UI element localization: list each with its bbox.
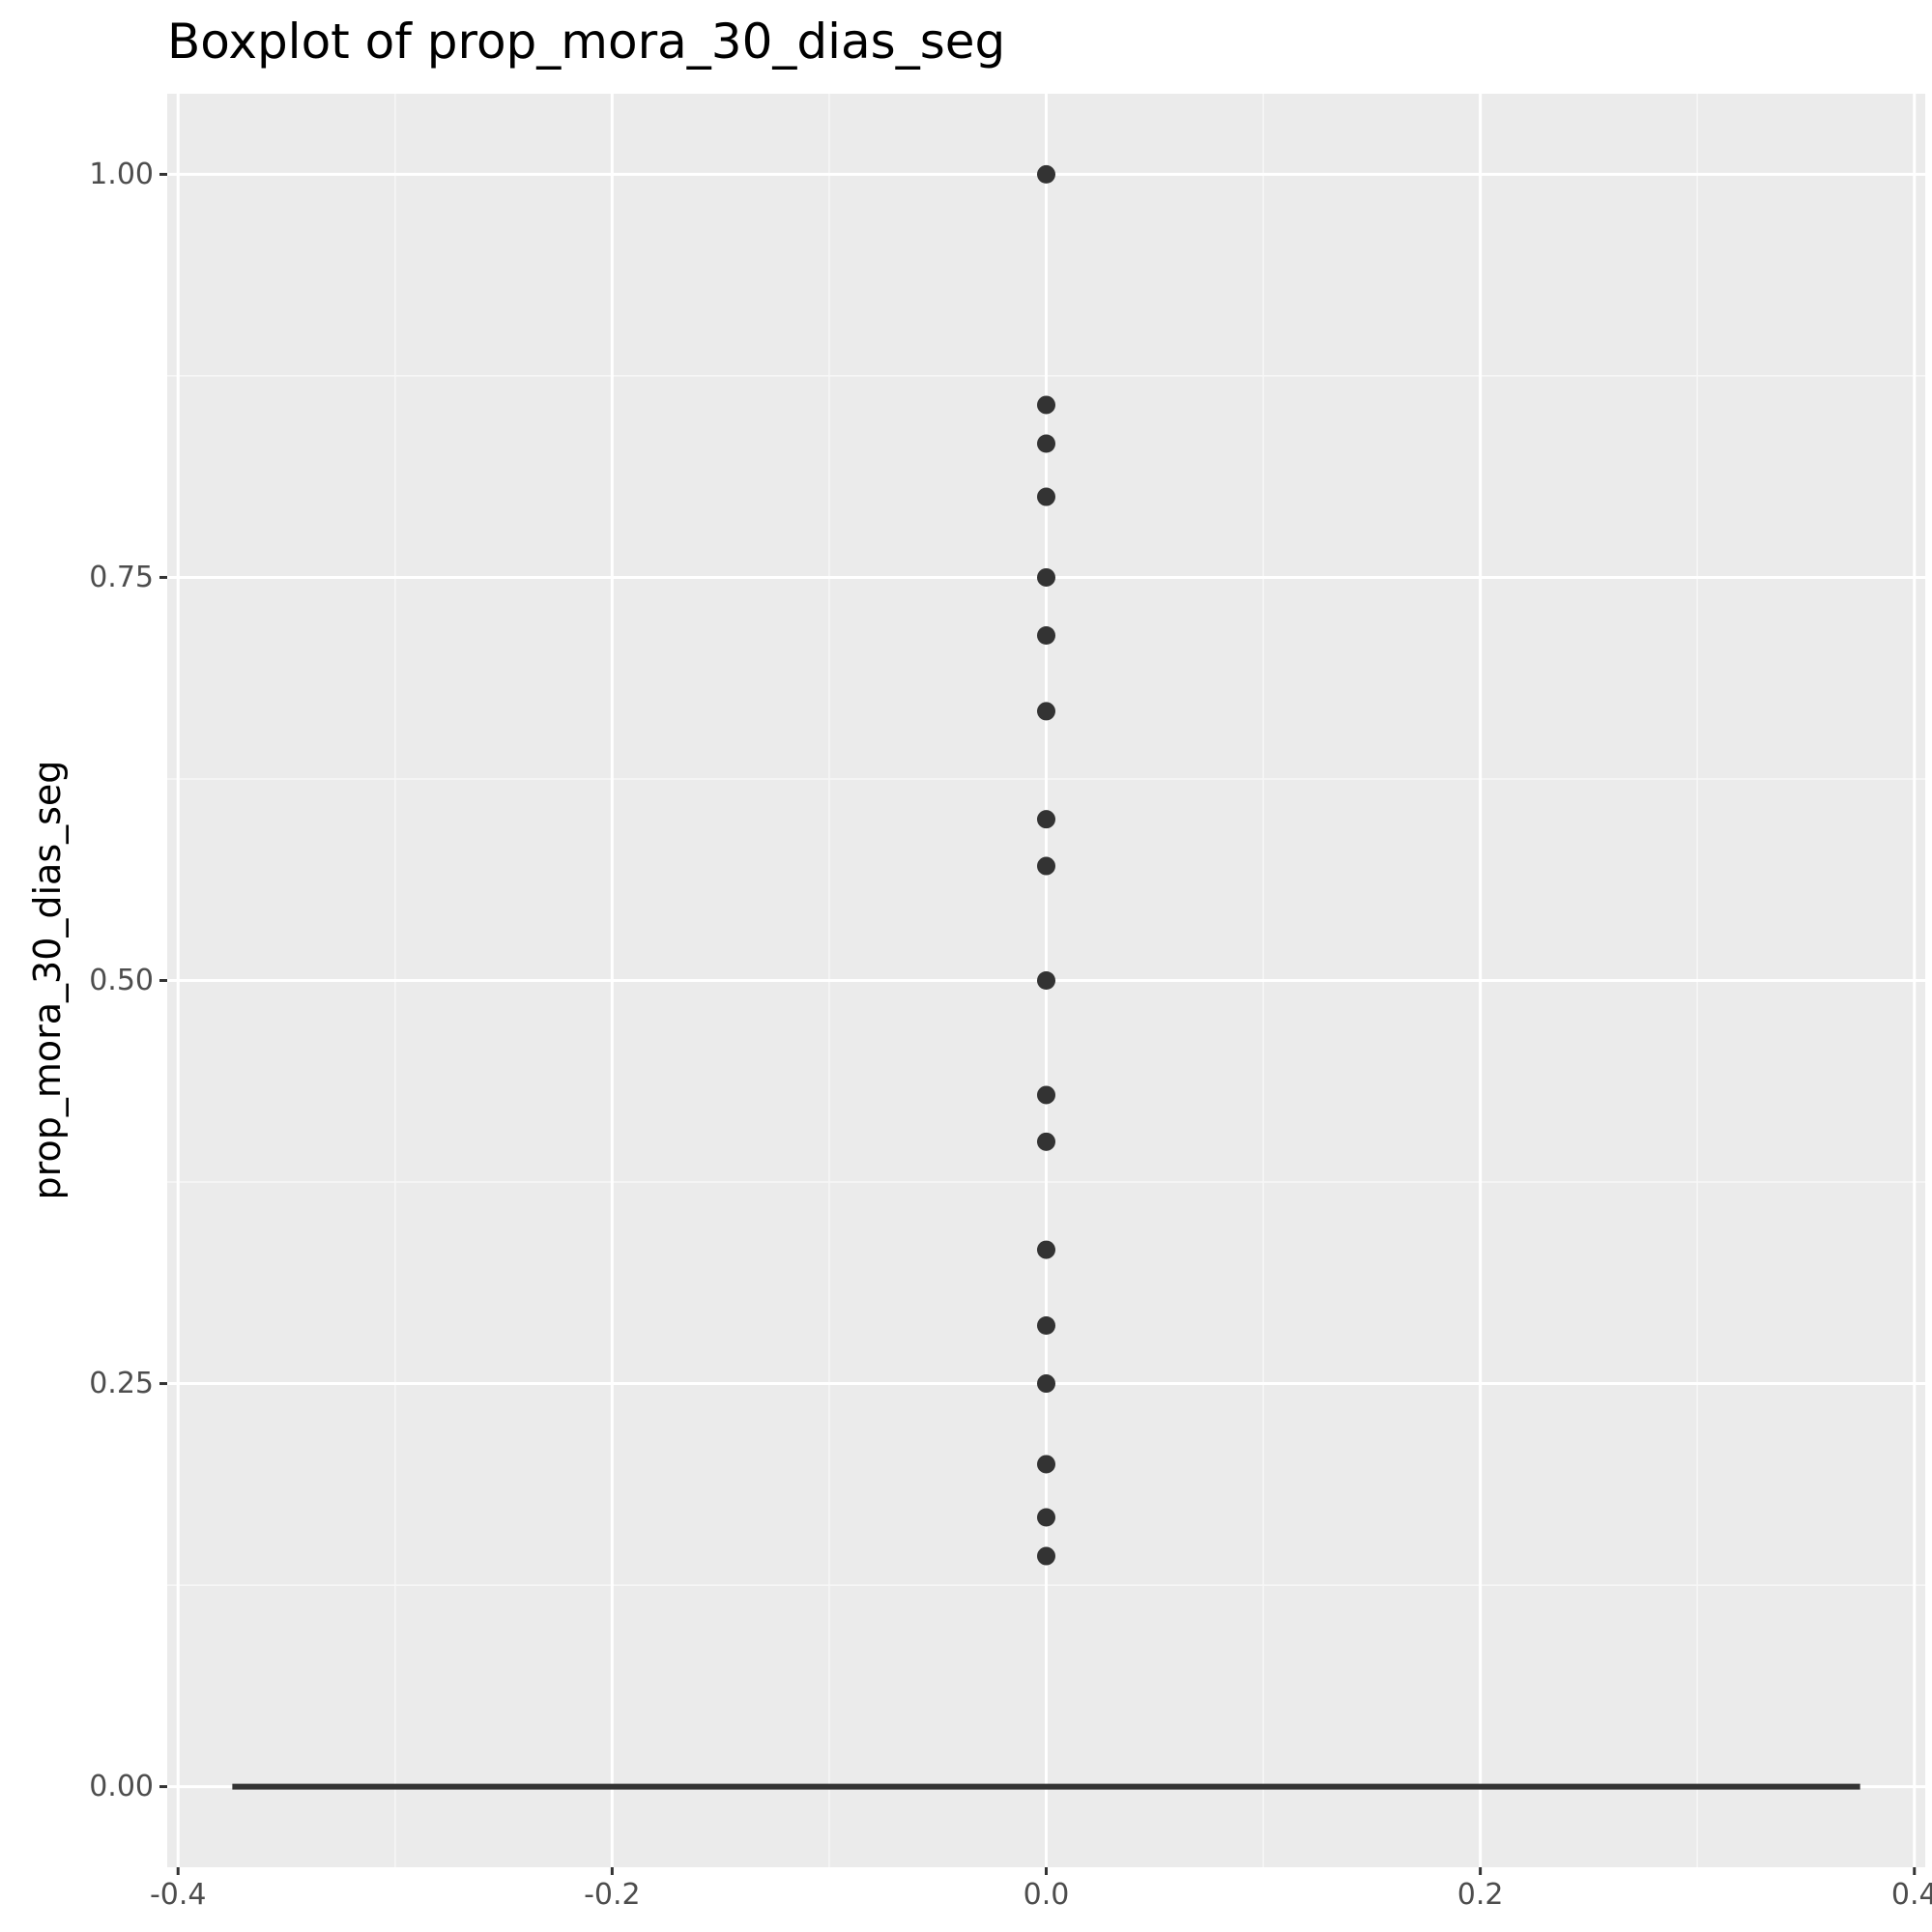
outlier-point [1037, 487, 1055, 506]
y-tick-label: 0.25 [89, 1367, 154, 1400]
outlier-point [1037, 1085, 1055, 1105]
y-tick-label: 0.75 [89, 561, 154, 594]
y-tick-label: 1.00 [89, 158, 154, 191]
outlier-point [1037, 1374, 1055, 1394]
outlier-point [1037, 971, 1055, 990]
x-tick-label: 0.2 [1457, 1878, 1504, 1912]
outlier-point [1037, 702, 1055, 721]
chart-title: Boxplot of prop_mora_30_dias_seg [167, 14, 1005, 70]
outlier-point [1037, 1315, 1055, 1335]
outlier-point [1037, 1455, 1055, 1474]
outlier-point [1037, 1240, 1055, 1259]
outlier-point [1037, 1508, 1055, 1527]
outlier-point [1037, 626, 1055, 646]
y-tick-label: 0.50 [89, 964, 154, 997]
outlier-point [1037, 810, 1055, 829]
outlier-point [1037, 567, 1055, 587]
y-tick-label: 0.00 [89, 1770, 154, 1803]
x-tick-label: -0.4 [150, 1878, 207, 1912]
outlier-point [1037, 1132, 1055, 1151]
plot-panel: 0.00 0.25 0.50 0.75 1.00 -0.4 -0.2 0.0 0.2 0.4 [89, 94, 1932, 1912]
x-tick-label: 0.0 [1024, 1878, 1070, 1912]
x-tick-label: -0.2 [584, 1878, 641, 1912]
outlier-point [1037, 434, 1055, 453]
x-tick-label: 0.4 [1891, 1878, 1932, 1912]
outlier-point [1037, 856, 1055, 876]
outlier-point [1037, 1546, 1055, 1566]
outlier-point [1037, 164, 1055, 184]
y-axis-title: prop_mora_30_dias_seg [26, 761, 69, 1200]
outlier-point [1037, 395, 1055, 415]
